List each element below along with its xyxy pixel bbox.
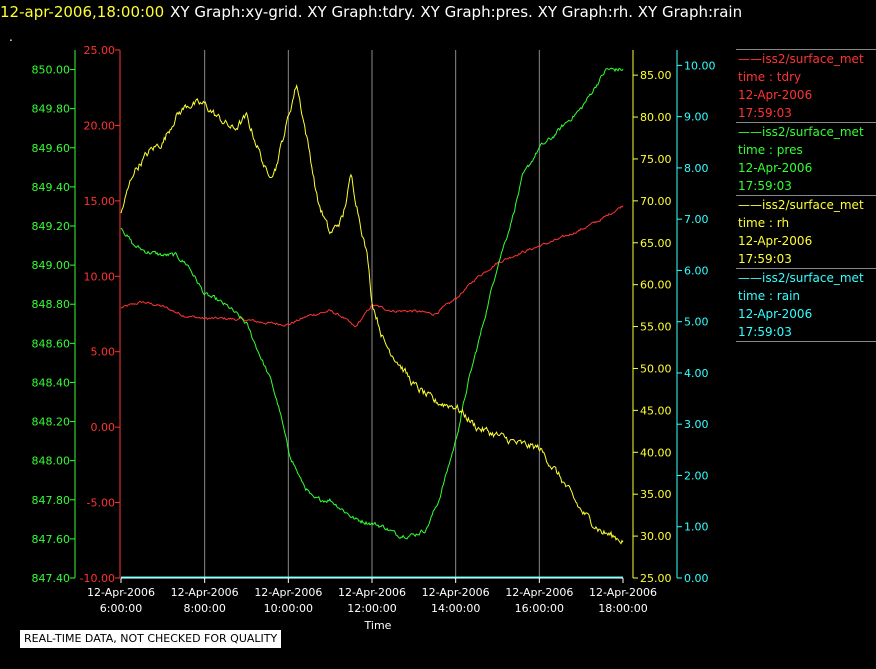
quality-notice: REAL-TIME DATA, NOT CHECKED FOR QUALITY [20,630,282,648]
rh-tick-label: 30.00 [640,530,672,543]
x-tick-date: 12-Apr-2006 [171,586,239,599]
legend-date: 12-Apr-2006 [738,161,813,175]
rh-tick-label: 70.00 [640,195,672,208]
tdry-tick-label: 15.00 [84,195,116,208]
legend-var: time : pres [738,143,803,157]
rain-tick-label: 1.00 [684,521,709,534]
chart-axes: 847.40 847.60 847.80 848.00 848.20 848.40 848.… [32,44,716,615]
x-tick-date: 12-Apr-2006 [589,586,657,599]
x-tick-time: 6:00:00 [100,602,142,615]
x-tick-date: 12-Apr-2006 [87,586,155,599]
legend-time: 17:59:03 [738,106,792,120]
header-datetime: 12-apr-2006,18:00:00 [0,3,165,21]
series-rh [120,83,624,545]
rain-tick-label: 10.00 [684,59,716,72]
x-tick-time: 14:00:00 [431,602,480,615]
rh-tick-label: 50.00 [640,362,672,375]
window-title-bar: 12-apr-2006,18:00:00 XY Graph:xy-grid. XY… [0,0,876,30]
pres-tick-label: 847.60 [32,533,71,546]
pres-tick-label: 849.20 [32,220,71,233]
rain-tick-label: 5.00 [684,316,709,329]
rain-tick-label: 0.00 [684,572,709,585]
tdry-tick-label: 5.00 [91,346,116,359]
series-pres [120,67,624,540]
x-tick-date: 12-Apr-2006 [338,586,406,599]
pres-tick-label: 848.80 [32,298,71,311]
rh-tick-label: 35.00 [640,488,672,501]
tdry-tick-label: 20.00 [84,119,116,132]
rh-tick-label: 25.00 [640,572,672,585]
pres-tick-label: 849.80 [32,103,71,116]
rain-tick-label: 3.00 [684,418,709,431]
rain-tick-label: 6.00 [684,264,709,277]
rh-tick-label: 55.00 [640,321,672,334]
legend-title: ——iss2/surface_met [738,271,864,285]
rh-tick-label: 85.00 [640,69,672,82]
pres-tick-label: 847.80 [32,494,71,507]
x-tick-date: 12-Apr-2006 [505,586,573,599]
legend-var: time : rh [738,216,790,230]
x-tick-date: 12-Apr-2006 [254,586,322,599]
x-tick-time: 16:00:00 [515,602,564,615]
rh-tick-label: 75.00 [640,153,672,166]
rain-tick-label: 4.00 [684,367,709,380]
x-axis-label: Time [364,619,392,632]
legend-title: ——iss2/surface_met [738,198,864,212]
legend-time: 17:59:03 [738,179,792,193]
x-tick-time: 10:00:00 [264,602,313,615]
header-dot: . [9,30,13,44]
pres-tick-label: 848.40 [32,376,71,389]
pres-tick-label: 850.00 [32,64,71,77]
pres-tick-label: 848.20 [32,416,71,429]
rh-tick-label: 65.00 [640,237,672,250]
header-graph-list: XY Graph:xy-grid. XY Graph:tdry. XY Grap… [170,3,743,21]
legend-title: ——iss2/surface_met [738,125,864,139]
pres-tick-label: 847.40 [32,572,71,585]
legend-var: time : tdry [738,70,802,84]
x-tick-time: 18:00:00 [598,602,647,615]
x-tick-time: 8:00:00 [183,602,225,615]
tdry-tick-label: 10.00 [84,270,116,283]
pres-tick-label: 848.60 [32,337,71,350]
legend-time: 17:59:03 [738,325,792,339]
legend-var: time : rain [738,289,801,303]
x-tick-time: 12:00:00 [347,602,396,615]
tdry-tick-label: -5.00 [87,497,115,510]
pres-tick-label: 849.00 [32,259,71,272]
rh-tick-label: 60.00 [640,279,672,292]
legend-date: 12-Apr-2006 [738,234,813,248]
rain-tick-label: 7.00 [684,213,709,226]
legend: ——iss2/surface_met time : tdry 12-Apr-2006… [736,49,876,342]
pres-tick-label: 849.60 [32,142,71,155]
rh-tick-label: 80.00 [640,111,672,124]
tdry-tick-label: 25.00 [84,44,116,57]
legend-time: 17:59:03 [738,252,792,266]
legend-date: 12-Apr-2006 [738,88,813,102]
tdry-tick-label: 0.00 [91,421,116,434]
rain-tick-label: 2.00 [684,469,709,482]
rh-tick-label: 40.00 [640,446,672,459]
tdry-tick-label: -10.00 [80,572,115,585]
pres-tick-label: 848.00 [32,455,71,468]
legend-title: ——iss2/surface_met [738,52,864,66]
rain-tick-label: 8.00 [684,162,709,175]
legend-date: 12-Apr-2006 [738,307,813,321]
x-tick-date: 12-Apr-2006 [422,586,490,599]
pres-tick-label: 849.40 [32,181,71,194]
rh-tick-label: 45.00 [640,404,672,417]
rain-tick-label: 9.00 [684,111,709,124]
data-series [120,67,624,578]
grid-lines [204,50,540,578]
